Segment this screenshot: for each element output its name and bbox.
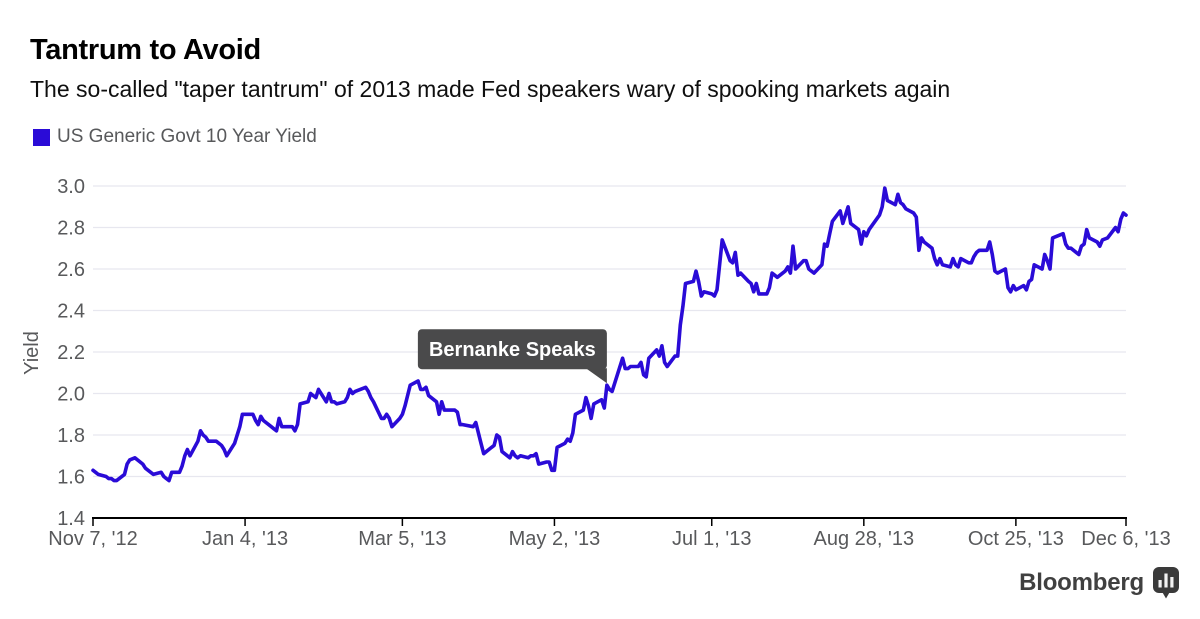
annotation-pointer xyxy=(585,368,607,384)
y-tick-label: 2.4 xyxy=(57,301,85,323)
bloomberg-chart-bubble-icon xyxy=(1153,567,1179,599)
annotation-label: Bernanke Speaks xyxy=(429,339,596,361)
y-tick-label: 1.6 xyxy=(57,467,85,489)
x-tick-label: Mar 5, '13 xyxy=(358,528,446,550)
y-tick-label: 3.0 xyxy=(57,176,85,198)
yield-line xyxy=(91,186,1128,483)
x-tick-label: May 2, '13 xyxy=(509,528,601,550)
x-tick-label: Oct 25, '13 xyxy=(968,528,1064,550)
legend-label: US Generic Govt 10 Year Yield xyxy=(57,126,317,147)
x-tick-label: Dec 6, '13 xyxy=(1081,528,1170,550)
y-tick-label: 1.4 xyxy=(57,508,85,530)
bloomberg-wordmark: Bloomberg xyxy=(1019,568,1144,596)
y-tick-label: 2.6 xyxy=(57,259,85,281)
page-title: Tantrum to Avoid xyxy=(30,34,261,66)
x-tick-label: Jul 1, '13 xyxy=(672,528,751,550)
x-tick-label: Jan 4, '13 xyxy=(202,528,288,550)
legend-swatch xyxy=(33,128,50,146)
bloomberg-logo: Bloomberg xyxy=(1019,566,1180,599)
y-axis-title: Yield xyxy=(21,331,43,375)
chart-subtitle: The so-called "taper tantrum" of 2013 ma… xyxy=(30,76,951,102)
y-tick-label: 1.8 xyxy=(57,425,85,447)
chart-legend: US Generic Govt 10 Year Yield xyxy=(33,126,317,148)
x-tick-label: Nov 7, '12 xyxy=(48,528,137,550)
y-tick-label: 2.0 xyxy=(57,384,85,406)
y-tick-label: 2.8 xyxy=(57,218,85,240)
x-tick-label: Aug 28, '13 xyxy=(814,528,915,550)
y-tick-label: 2.2 xyxy=(57,342,85,364)
annotation-box xyxy=(417,329,607,370)
